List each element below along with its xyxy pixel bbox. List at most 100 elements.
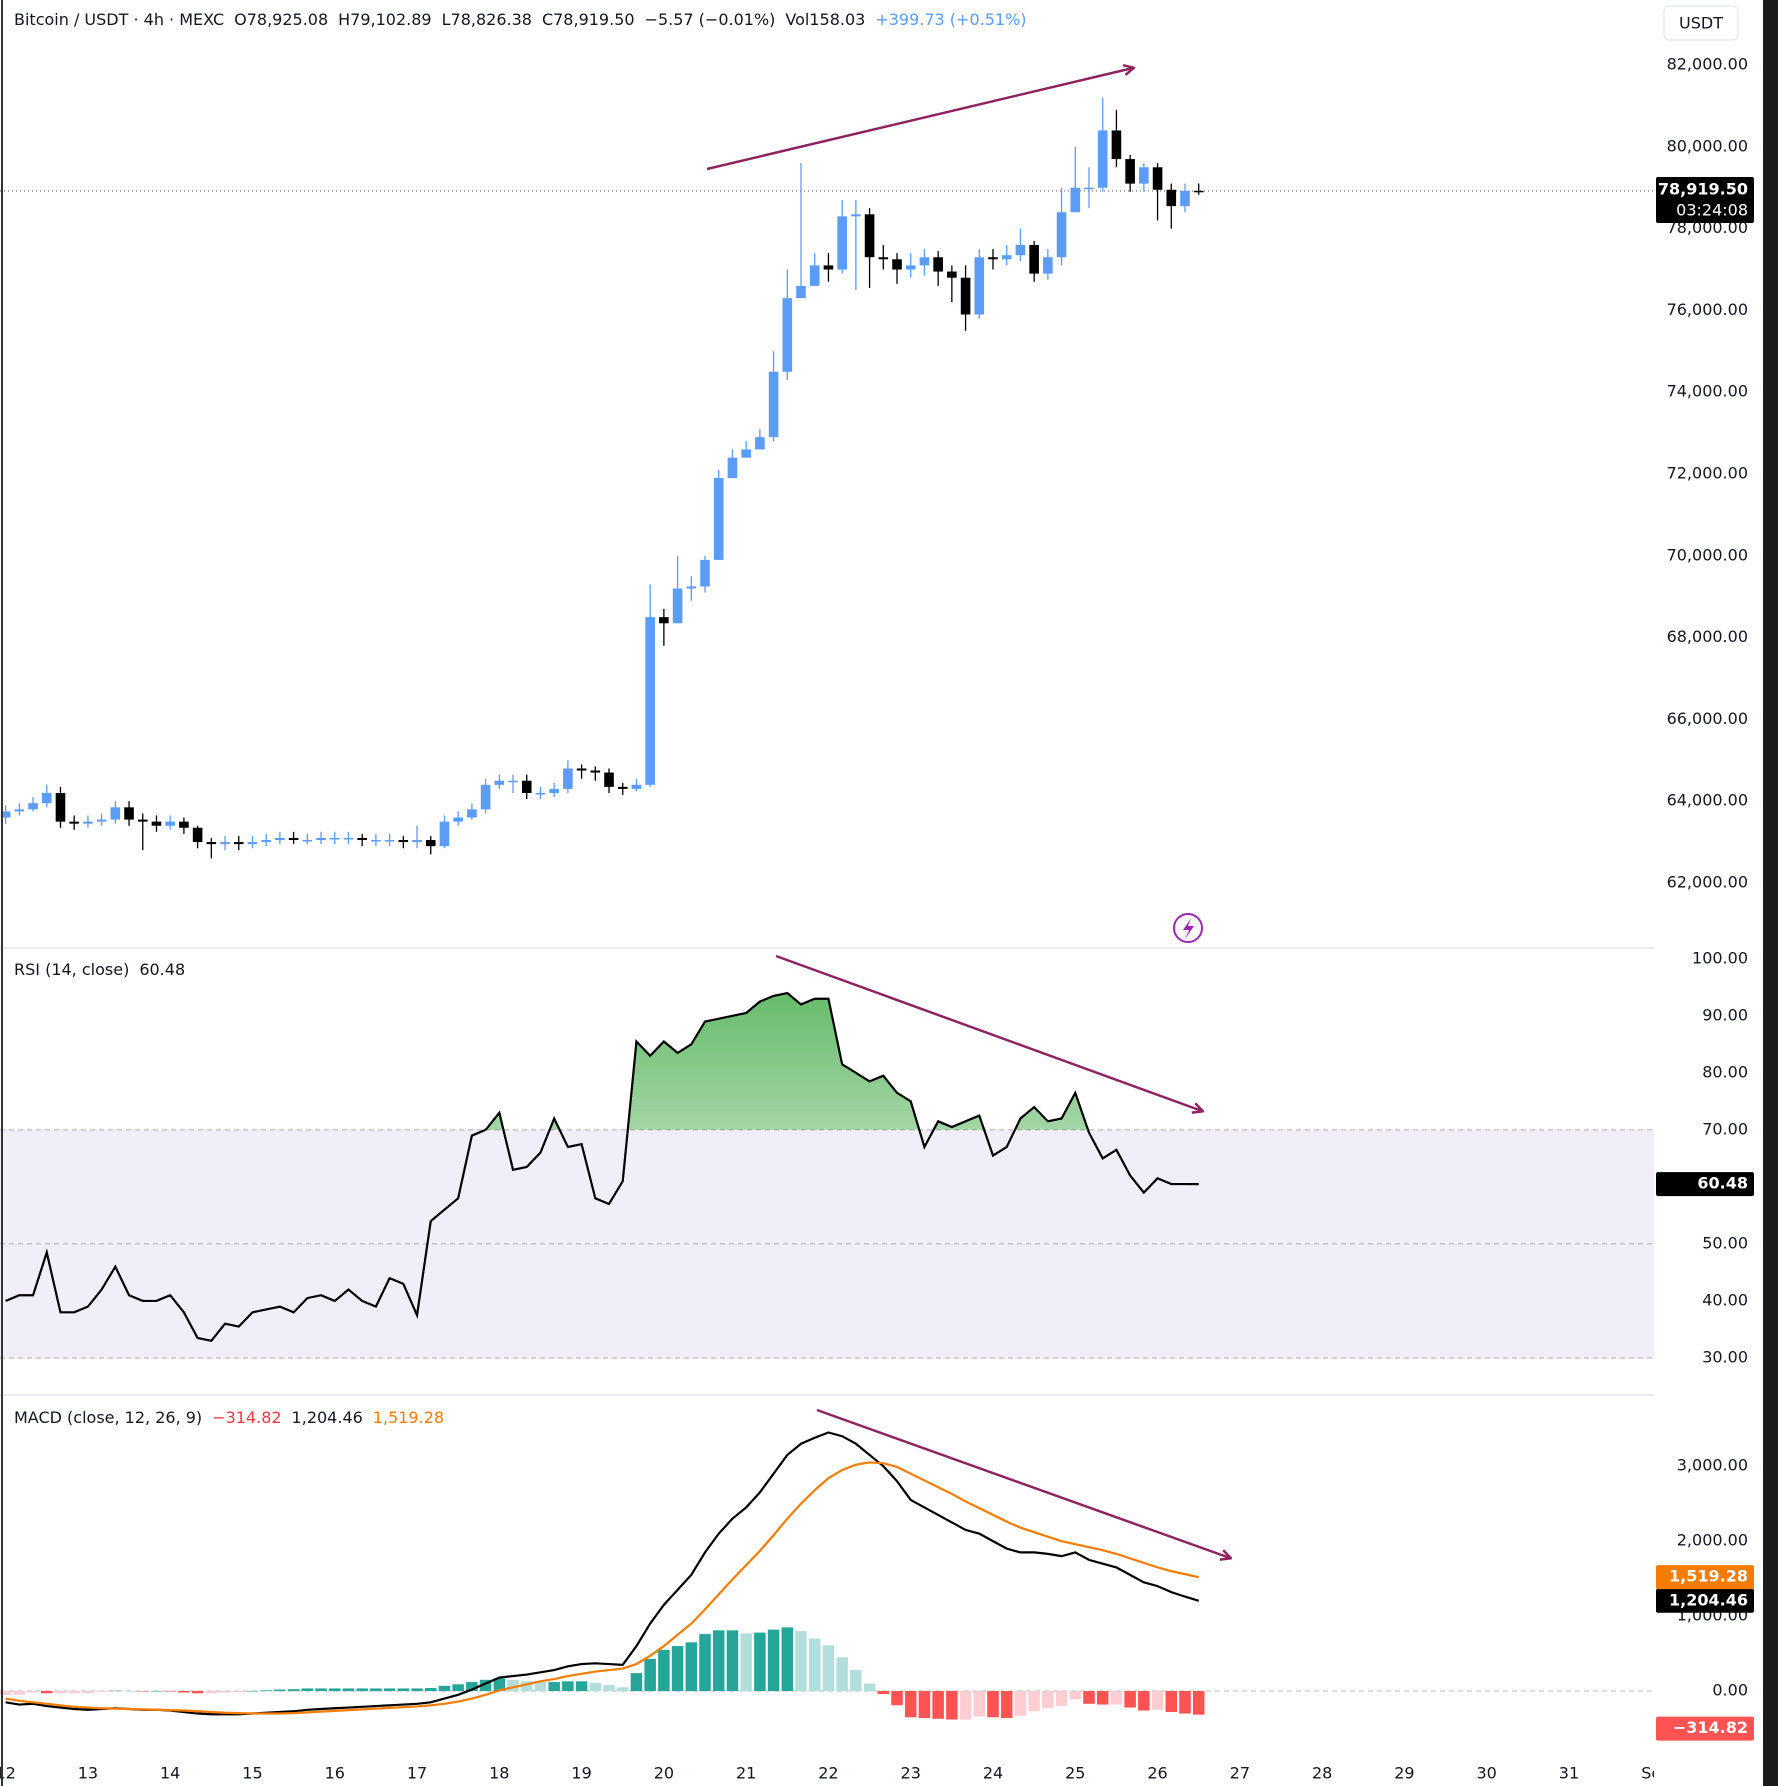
candle-body	[713, 478, 724, 560]
candle-body	[384, 840, 395, 842]
histogram-bar	[740, 1633, 752, 1692]
histogram-bar	[1028, 1691, 1040, 1712]
histogram-bar	[589, 1682, 602, 1692]
histogram-bar	[342, 1688, 355, 1692]
candle-body	[275, 837, 285, 841]
candle-body	[288, 837, 299, 841]
histogram-bar	[13, 1691, 26, 1695]
y-tick-label: 68,000.00	[1667, 627, 1748, 646]
candle-body	[494, 780, 505, 785]
candle-body	[480, 784, 491, 810]
candle-body	[1001, 255, 1012, 260]
x-tick-label: 30	[1477, 1764, 1497, 1783]
candle-body	[919, 257, 930, 266]
histogram-bar	[616, 1687, 629, 1692]
change: −5.57 (−0.01%)	[644, 10, 776, 29]
hist-value-label: −314.82	[1673, 1718, 1748, 1737]
histogram-bar	[575, 1681, 588, 1692]
macd-title: MACD (close, 12, 26, 9)	[14, 1408, 203, 1427]
macd-value-label: 1,519.28	[1669, 1567, 1748, 1586]
histogram-bar	[123, 1691, 135, 1692]
hist-value-label-box	[1656, 1716, 1754, 1741]
y-tick-label: 62,000.00	[1667, 872, 1748, 891]
candle-body	[1125, 159, 1135, 184]
candle-body	[1084, 187, 1094, 190]
macd-value-label-box	[1656, 1565, 1754, 1590]
candle-body	[425, 840, 436, 847]
x-tick-label: 16	[325, 1764, 345, 1783]
y-tick-label: 50.00	[1702, 1233, 1748, 1252]
candle-body	[590, 770, 601, 773]
histogram-bar	[712, 1630, 725, 1692]
candle-body	[1193, 190, 1204, 193]
histogram-bar	[891, 1691, 903, 1706]
trend-arrow	[706, 68, 1133, 171]
ohlc: L78,826.38	[441, 10, 532, 29]
histogram-bar	[0, 1691, 12, 1695]
histogram-bar	[904, 1691, 917, 1718]
candle-body	[137, 819, 148, 822]
histogram-bar	[781, 1627, 794, 1692]
candle-body	[343, 837, 354, 840]
candle-body	[563, 768, 573, 789]
candle-body	[508, 780, 518, 783]
x-tick-label: 18	[489, 1764, 509, 1783]
histogram-bar	[1014, 1691, 1027, 1716]
candle-body	[412, 840, 422, 843]
histogram-bar	[356, 1688, 368, 1692]
change-extended: +399.73 (+0.51%)	[875, 10, 1027, 29]
signal-value: 1,519.28	[372, 1408, 445, 1427]
x-tick-label: 28	[1312, 1764, 1332, 1783]
candle-body	[686, 586, 697, 589]
candle-body	[741, 449, 751, 458]
histogram-bar	[41, 1691, 53, 1694]
histogram-bar	[164, 1691, 176, 1692]
histogram-bar	[1165, 1691, 1178, 1713]
macd-value: 1,204.46	[291, 1408, 363, 1427]
candle-body	[1029, 244, 1039, 274]
candle-body	[165, 821, 175, 826]
histogram-bar	[987, 1691, 999, 1718]
candle-body	[1139, 167, 1149, 184]
candle-body	[617, 786, 628, 789]
candle-body	[823, 265, 834, 270]
candle-body	[521, 780, 532, 793]
last-price-box	[1656, 177, 1754, 224]
candle-body	[672, 588, 683, 624]
candle-body	[768, 371, 779, 438]
ohlc: C78,919.50	[541, 10, 635, 29]
right-border	[1763, 0, 1778, 1786]
x-tick-label: 22	[818, 1764, 838, 1783]
histogram-bar	[1042, 1691, 1054, 1709]
histogram-bar	[452, 1684, 464, 1692]
histogram-bar	[301, 1688, 314, 1692]
histogram-bar	[191, 1691, 204, 1694]
histogram-bar	[232, 1691, 245, 1693]
candle-body	[398, 840, 409, 843]
histogram-bar	[466, 1682, 478, 1692]
candle-body	[55, 792, 66, 822]
x-tick-label: 23	[901, 1764, 921, 1783]
histogram-bar	[150, 1691, 163, 1692]
y-tick-label: 66,000.00	[1667, 709, 1748, 728]
rsi-value-label-box	[1656, 1172, 1754, 1197]
candle-body	[247, 842, 258, 845]
candle-body	[1180, 190, 1190, 207]
candle-body	[1111, 130, 1122, 160]
x-tick-label: 12	[0, 1764, 16, 1783]
histogram-bar	[808, 1638, 821, 1692]
histogram-bar	[54, 1691, 67, 1694]
histogram-bar	[82, 1691, 94, 1694]
hist-value: −314.82	[212, 1408, 282, 1427]
histogram-bar	[671, 1646, 684, 1692]
histogram-bar	[1000, 1691, 1013, 1719]
y-tick-label: 100.00	[1692, 948, 1748, 967]
candle-body	[316, 837, 326, 841]
candle-body	[28, 803, 38, 810]
currency-button[interactable]	[1663, 5, 1739, 41]
histogram-bar	[370, 1688, 382, 1692]
symbol-legend: Bitcoin / USDT · 4h · MEXC O78,925.08 H79,…	[14, 10, 1037, 29]
y-tick-label: 72,000.00	[1667, 464, 1748, 483]
